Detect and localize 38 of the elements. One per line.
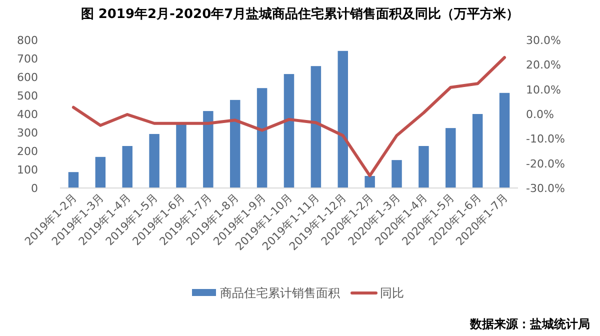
bar [418, 146, 429, 188]
y-tick-label: 0 [31, 182, 38, 195]
y-tick-label: 200 [17, 145, 38, 158]
bar [284, 74, 294, 188]
line-series [72, 56, 506, 178]
y-tick-label: 700 [17, 52, 38, 66]
bar [364, 176, 375, 188]
bar [203, 111, 214, 188]
source-note: 数据来源：盐城统计局 [469, 317, 590, 331]
bar [176, 122, 186, 188]
chart-title: 图 2019年2月-2020年7月盐城商品住宅累计销售面积及同比（万平方米） [80, 6, 520, 22]
y2-tick-label: -30.0% [526, 182, 565, 195]
y-tick-label: 500 [17, 90, 38, 102]
y-tick-label: 100 [17, 164, 38, 176]
y-tick-label: 600 [17, 71, 38, 84]
bar [446, 128, 456, 188]
bar [149, 134, 160, 188]
bar [499, 92, 510, 188]
y2-tick-label: 30.0% [526, 34, 561, 47]
legend-label: 商品住宅累计销售面积 [220, 286, 340, 300]
bar [122, 146, 132, 188]
bar [392, 160, 402, 188]
y2-tick-label: 10.0% [526, 83, 561, 96]
bar [472, 114, 483, 188]
legend-label: 同比 [380, 286, 404, 300]
bar [95, 156, 106, 188]
y-tick-label: 800 [17, 34, 38, 47]
bar [256, 88, 268, 188]
bar [310, 66, 322, 188]
bar [68, 172, 79, 188]
y2-tick-label: 20.0% [526, 58, 561, 72]
y-tick-label: 400 [17, 108, 38, 121]
bar [230, 100, 240, 188]
y-tick-label: 300 [17, 126, 38, 140]
y2-tick-label: -20.0% [526, 157, 565, 170]
bar [338, 50, 348, 188]
y2-tick-label: -10.0% [526, 132, 565, 146]
y2-tick-label: 0.0% [526, 108, 554, 121]
